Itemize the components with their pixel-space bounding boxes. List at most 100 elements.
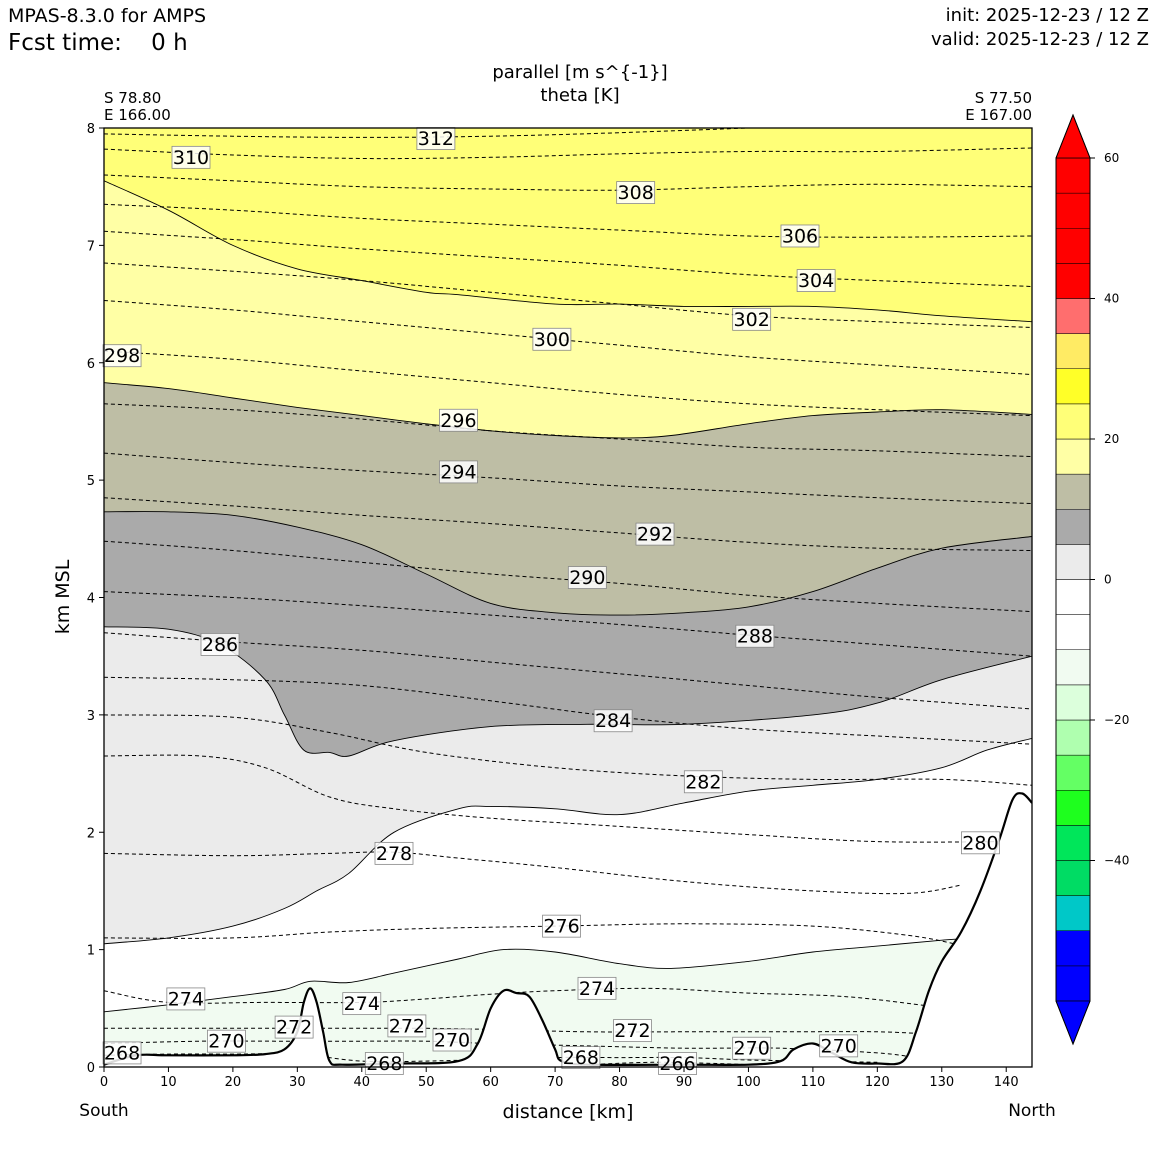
wind-contour-line [104, 937, 1032, 1013]
start-lat: S 78.80 [104, 89, 161, 107]
theta-label-302: 302 [732, 307, 772, 331]
y-tick-label: 7 [87, 239, 95, 254]
theta-label-278: 278 [374, 841, 414, 865]
forecast-time-value: 0 h [151, 30, 188, 56]
theta-contour-292 [104, 497, 1032, 551]
theta-label-box [819, 1034, 859, 1058]
theta-label-274: 274 [166, 987, 206, 1011]
colorbar-segment [1055, 298, 1091, 334]
theta-label-304: 304 [796, 269, 836, 292]
colorbar-segment [1055, 544, 1091, 580]
theta-label-text: 268 [104, 1042, 140, 1064]
theta-label-284: 284 [593, 709, 633, 732]
x-axis-ticks: 0 10 20 30 40 50 60 70 80 90 100 110 120 130 140 [100, 1067, 1019, 1090]
colorbar-segment [1055, 649, 1091, 686]
north-label: North [1008, 1101, 1056, 1121]
colorbar-segment [1055, 579, 1091, 615]
valid-time: valid: 2025-12-23 / 12 Z [931, 29, 1149, 50]
x-tick-label: 40 [354, 1075, 371, 1090]
theta-label-box [432, 1028, 472, 1052]
theta-label-268: 268 [561, 1046, 601, 1069]
forecast-time-label: Fcst time: [8, 30, 122, 56]
y-tick-label: 5 [87, 474, 95, 489]
x-tick-label: 80 [611, 1075, 628, 1090]
model-title: MPAS-8.3.0 for AMPS [8, 5, 207, 27]
theta-label-box [166, 987, 206, 1011]
colorbar-segment [1055, 790, 1091, 826]
theta-label-text: 286 [202, 634, 238, 656]
theta-contour-298 [104, 350, 1032, 417]
theta-label-text: 268 [563, 1047, 599, 1069]
theta-label-288: 288 [735, 624, 775, 648]
theta-label-text: 302 [734, 309, 770, 331]
theta-contour-294 [104, 452, 1032, 505]
theta-label-box [796, 269, 836, 292]
chart-title-line1: parallel [m s^{-1}] [492, 62, 667, 83]
theta-label-box [439, 460, 478, 484]
x-tick-label: 10 [160, 1075, 177, 1090]
theta-label-292: 292 [635, 522, 675, 546]
wind-contour-line [104, 382, 1032, 439]
colorbar-tick-label: −20 [1104, 713, 1129, 727]
wind-contour-line [104, 626, 1032, 757]
theta-label-text: 288 [737, 626, 773, 648]
colorbar-segment [1055, 719, 1091, 756]
colorbar-segment [1055, 509, 1091, 545]
theta-label-box [635, 522, 675, 546]
theta-label-text: 274 [344, 993, 380, 1015]
x-tick-label: 120 [865, 1075, 890, 1090]
theta-label-270: 270 [207, 1029, 246, 1053]
theta-label-box [732, 307, 772, 331]
theta-label-268: 268 [364, 1052, 404, 1075]
theta-label-270: 270 [732, 1036, 772, 1060]
theta-label-272: 272 [613, 1019, 652, 1043]
theta-label-box [780, 224, 820, 248]
x-tick-label: 60 [482, 1075, 499, 1090]
theta-label-box [542, 914, 581, 938]
theta-label-box [961, 831, 1000, 855]
theta-label-274: 274 [342, 992, 382, 1015]
theta-label-312: 312 [416, 127, 456, 150]
theta-label-270: 270 [819, 1034, 859, 1058]
theta-label-text: 272 [614, 1020, 650, 1042]
theta-label-box [613, 1019, 652, 1043]
theta-contour-302 [104, 262, 1032, 328]
theta-label-266: 266 [658, 1052, 697, 1075]
theta-label-text: 270 [434, 1030, 470, 1052]
colorbar-segment [1055, 473, 1091, 510]
theta-label-box [200, 633, 240, 656]
theta-label-box [532, 327, 572, 351]
colorbar-segment [1055, 438, 1091, 475]
theta-contour-278 [104, 851, 962, 895]
theta-label-box [207, 1029, 246, 1053]
colorbar-outline [1055, 113, 1091, 1046]
theta-label-270: 270 [432, 1028, 472, 1052]
colorbar-segment [1055, 684, 1091, 721]
theta-label-306: 306 [780, 224, 820, 248]
theta-label-text: 292 [637, 524, 673, 546]
x-tick-label: 90 [676, 1075, 693, 1090]
colorbar-segment [1055, 930, 1091, 967]
theta-contour-290 [104, 540, 1032, 613]
y-tick-label: 8 [87, 122, 95, 137]
end-lon: E 167.00 [965, 106, 1032, 124]
theta-label-text: 268 [366, 1053, 402, 1075]
terrain-fill [104, 793, 1032, 1067]
colorbar-segment [1055, 965, 1091, 1002]
colorbar-tick-label: 20 [1104, 432, 1119, 446]
theta-label-box [439, 408, 478, 432]
colorbar: −40 −20 0 20 40 60 [1055, 113, 1129, 1046]
forecast-time: Fcst time: 0 h [8, 30, 188, 56]
x-tick-label: 30 [289, 1075, 306, 1090]
start-lon: E 166.00 [104, 106, 171, 124]
y-tick-label: 6 [87, 357, 95, 372]
colorbar-segment [1055, 263, 1091, 299]
theta-label-282: 282 [683, 770, 723, 793]
theta-label-text: 270 [208, 1031, 244, 1053]
theta-label-box [567, 566, 607, 589]
theta-label-text: 280 [962, 832, 998, 854]
colorbar-segment [1055, 895, 1091, 931]
x-tick-label: 100 [736, 1075, 761, 1090]
colorbar-segment [1055, 754, 1091, 791]
